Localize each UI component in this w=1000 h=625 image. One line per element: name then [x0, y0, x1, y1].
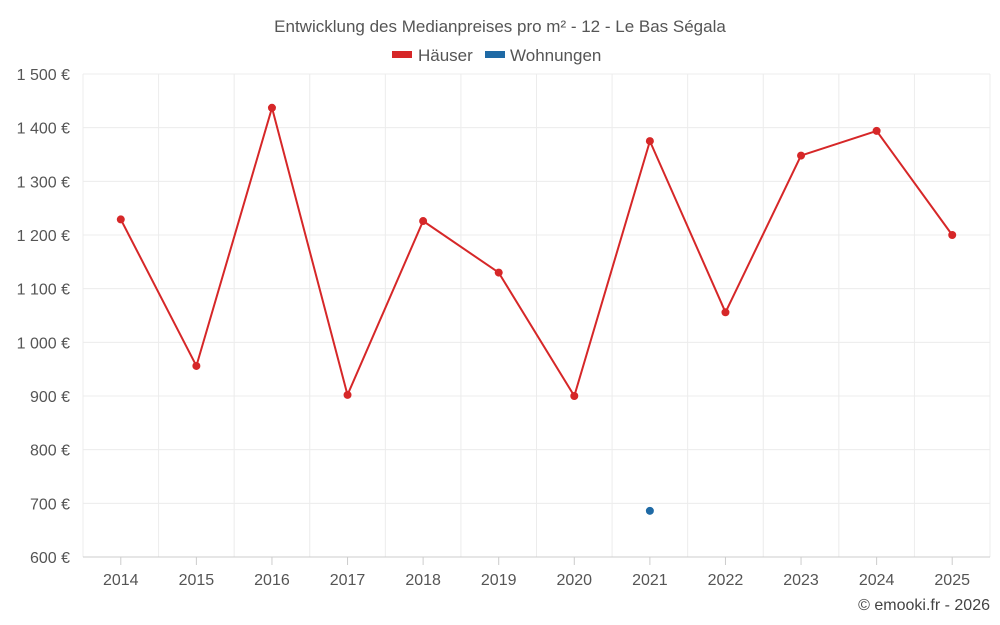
- y-tick-label: 1 500 €: [17, 67, 70, 84]
- x-tick-label: 2017: [330, 572, 366, 589]
- y-tick-label: 600 €: [30, 550, 70, 567]
- y-tick-label: 900 €: [30, 389, 70, 406]
- data-point-haeuser[interactable]: [419, 217, 428, 226]
- x-tick-label: 2016: [254, 572, 290, 589]
- x-tick-label: 2014: [103, 572, 139, 589]
- y-tick-label: 700 €: [30, 496, 70, 513]
- data-point-haeuser[interactable]: [343, 390, 352, 399]
- x-tick-label: 2021: [632, 572, 668, 589]
- legend-swatch-haeuser[interactable]: [392, 51, 412, 58]
- legend-swatch-wohnungen[interactable]: [485, 51, 505, 58]
- x-tick-label: 2019: [481, 572, 517, 589]
- series: [116, 103, 957, 515]
- data-point-haeuser[interactable]: [721, 308, 730, 317]
- data-point-haeuser[interactable]: [645, 137, 654, 146]
- x-tick-label: 2024: [859, 572, 895, 589]
- data-point-haeuser[interactable]: [872, 126, 881, 135]
- legend-label-wohnungen[interactable]: Wohnungen: [510, 46, 601, 65]
- legend: Häuser Wohnungen: [392, 46, 601, 65]
- y-tick-label: 1 000 €: [17, 335, 70, 352]
- series-line-haeuser: [119, 106, 954, 397]
- data-point-haeuser[interactable]: [192, 361, 201, 370]
- credit-text: © emooki.fr - 2026: [858, 597, 990, 614]
- data-point-haeuser[interactable]: [948, 231, 957, 239]
- data-point-haeuser[interactable]: [116, 215, 125, 224]
- x-tick-label: 2020: [556, 572, 592, 589]
- x-tick-label: 2023: [783, 572, 819, 589]
- legend-label-haeuser[interactable]: Häuser: [418, 46, 473, 65]
- data-point-wohnungen[interactable]: [645, 506, 654, 515]
- y-tick-label: 1 100 €: [17, 282, 70, 299]
- x-tick-label: 2025: [934, 572, 970, 589]
- y-tick-label: 1 300 €: [17, 174, 70, 191]
- y-tick-label: 1 200 €: [17, 228, 70, 245]
- grid: [82, 73, 991, 557]
- x-tick-label: 2015: [179, 572, 215, 589]
- x-tick-label: 2022: [708, 572, 744, 589]
- data-point-haeuser[interactable]: [570, 392, 579, 400]
- chart-title: Entwicklung des Medianpreises pro m² - 1…: [274, 17, 726, 36]
- x-tick-label: 2018: [405, 572, 441, 589]
- y-tick-label: 1 400 €: [17, 121, 70, 138]
- data-point-haeuser[interactable]: [267, 103, 276, 112]
- y-tick-label: 800 €: [30, 443, 70, 460]
- data-point-haeuser[interactable]: [797, 151, 806, 160]
- axes: 600 € 700 € 800 € 900 € 1 000 € 1 100 € 1 200 …: [17, 67, 990, 589]
- data-point-haeuser[interactable]: [494, 268, 503, 277]
